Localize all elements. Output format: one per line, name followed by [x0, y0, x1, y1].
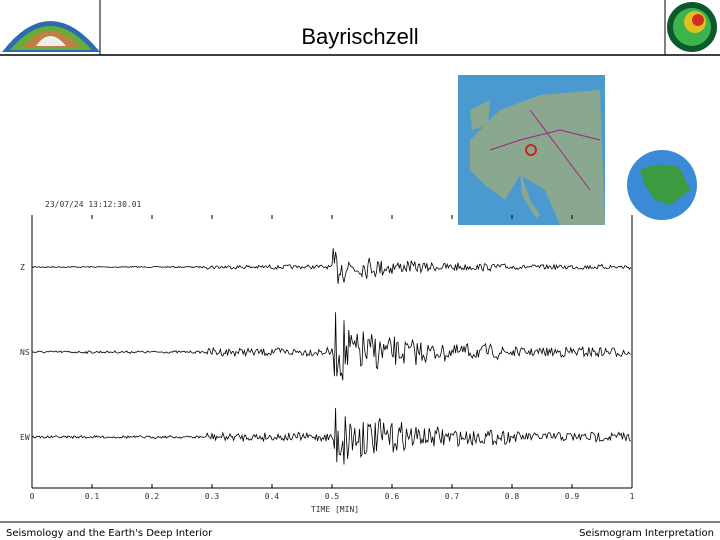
map	[458, 75, 605, 225]
footer-right: Seismogram Interpretation	[579, 528, 714, 539]
trace-label: NS	[20, 348, 30, 357]
timestamp: 23/07/24 13:12:30.01	[45, 200, 142, 209]
x-tick-label: 0.5	[325, 492, 340, 501]
x-tick-label: 0.2	[145, 492, 160, 501]
x-tick-label: 0.7	[445, 492, 460, 501]
slide-title: Bayrischzell	[301, 24, 418, 49]
x-tick-label: 0.6	[385, 492, 400, 501]
x-tick-label: 0.4	[265, 492, 280, 501]
x-tick-label: 0.8	[505, 492, 520, 501]
x-tick-label: 0.9	[565, 492, 580, 501]
globe	[627, 150, 697, 220]
right-logo	[667, 2, 717, 52]
trace-label: Z	[20, 263, 25, 272]
x-tick-label: 1	[630, 492, 635, 501]
trace-label: EW	[20, 433, 30, 442]
footer-left: Seismology and the Earth's Deep Interior	[6, 528, 213, 539]
x-tick-label: 0.1	[85, 492, 100, 501]
x-tick-label: 0	[30, 492, 35, 501]
x-tick-label: 0.3	[205, 492, 220, 501]
x-axis-label: TIME [MIN]	[311, 505, 359, 514]
